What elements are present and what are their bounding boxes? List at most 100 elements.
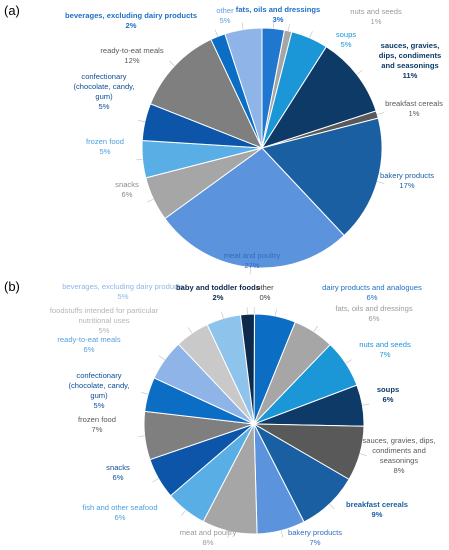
slice-label-line: 6%: [367, 293, 378, 302]
slice-label-other: other 5%: [216, 6, 234, 25]
leader-line-bakery-products: [280, 530, 284, 538]
slice-label-line: other: [216, 6, 234, 15]
pie-chart-b: [143, 313, 365, 535]
pie-chart-a: [141, 27, 383, 269]
slice-label-line: beverages, excluding dairy products: [65, 11, 197, 20]
slice-bakery-products: [261, 117, 383, 237]
slice-label-line: ready-to-eat meals: [100, 46, 164, 55]
slice-label-line: ready-to-eat meals: [57, 335, 121, 344]
slice-label-line: 9%: [372, 510, 383, 519]
slice-label-line: 6%: [113, 473, 124, 482]
leader-line-ready-to-eat-meals: [169, 60, 175, 67]
leader-line-other: [241, 22, 244, 30]
slice-label-line: 5%: [94, 401, 105, 410]
slice-label-confectionary-chocolate-candy-gum: confectionary (chocolate, candy, gum) 5%: [68, 371, 129, 410]
leader-line-fats-oils-and-dressings: [273, 21, 275, 29]
slice-label-soups: soups 5%: [336, 30, 356, 49]
slice-label-line: 1%: [371, 17, 382, 26]
slice-label-bakery-products: bakery products 17%: [380, 171, 434, 190]
slice-label-line: 1%: [409, 109, 420, 118]
slice-label-line: condiments and: [372, 446, 426, 455]
slice-label-line: fish and other seafood: [82, 503, 157, 512]
slice-label-line: nuts and seeds: [359, 340, 411, 349]
leader-line-sauces-gravies-dips-condiments-and-seasonings: [359, 453, 367, 456]
slice-label-line: breakfast cereals: [385, 99, 443, 108]
slice-label-line: foodstuffs intended for particular: [50, 306, 159, 315]
slice-label-line: 0%: [260, 293, 271, 302]
slice-label-meat-and-poultry: meat and poultry 8%: [180, 528, 237, 547]
leader-line-ready-to-eat-meals: [158, 355, 165, 361]
slice-label-line: confectionary: [76, 371, 121, 380]
leader-line-nuts-and-seeds: [287, 24, 290, 31]
slice-label-line: gum): [95, 92, 113, 101]
slice-label-breakfast-cereals: breakfast cereals 9%: [346, 500, 408, 519]
slice-label-line: 6%: [122, 190, 133, 199]
slice-label-line: nutritional uses: [78, 316, 129, 325]
slice-label-line: 6%: [84, 345, 95, 354]
slice-label-line: 5%: [118, 292, 129, 301]
slice-label-dairy-products-and-analogues: dairy products and analogues 6%: [322, 283, 422, 302]
panel-label-a: (a): [4, 3, 20, 18]
slice-label-line: breakfast cereals: [346, 500, 408, 509]
slice-label-confectionary-chocolate-candy-gum: confectionary (chocolate, candy, gum) 5%: [73, 72, 134, 111]
leader-line-fats-oils-and-dressings: [313, 325, 318, 332]
slice-label-line: meat and poultry: [224, 251, 281, 260]
slice-label-ready-to-eat-meals: ready-to-eat meals 6%: [57, 335, 121, 354]
slice-label-foodstuffs-intended-for-particular-nutritional-uses: foodstuffs intended for particular nutrit…: [50, 306, 159, 335]
leader-line-snacks: [146, 198, 154, 203]
leader-line-frozen-food: [137, 435, 145, 437]
slice-label-line: 5%: [99, 326, 110, 335]
slice-label-meat-and-poultry: meat and poultry 27%: [224, 251, 281, 270]
slice-label-line: 2%: [126, 21, 137, 30]
leader-line-confectionary-chocolate-candy-gum: [141, 392, 149, 395]
leader-line-soups: [309, 31, 313, 39]
slice-label-line: confectionary: [81, 72, 126, 81]
leader-line-meat-and-poultry: [227, 531, 230, 539]
leader-line-fish-and-other-seafood: [181, 510, 186, 516]
slice-label-line: 3%: [273, 15, 284, 24]
slice-label-line: gum): [90, 391, 108, 400]
slice-label-line: dairy products and analogues: [322, 283, 422, 292]
slice-label-line: seasonings: [380, 456, 419, 465]
slice-label-bakery-products: bakery products 7%: [288, 528, 342, 547]
slice-label-sauces-gravies-dips-condiments-and-seasonings: sauces, gravies, dips, condiments and seas…: [362, 436, 435, 475]
slice-label-line: 8%: [394, 466, 405, 475]
leader-line-confectionary-chocolate-candy-gum: [138, 120, 145, 123]
slice-meat-and-poultry: [164, 147, 345, 269]
leader-line-frozen-food: [135, 159, 143, 161]
slice-label-line: snacks: [115, 180, 139, 189]
leader-line-beverages-excluding-dairy-products: [221, 311, 224, 319]
slice-label-line: meat and poultry: [180, 528, 237, 537]
slice-label-beverages-excluding-dairy-products: beverages, excluding dairy products 2%: [65, 11, 197, 30]
pie-labels-b: other 0%dairy products and analogues 6%fat…: [50, 282, 436, 547]
slice-label-line: sauces, gravies, dips,: [362, 436, 435, 445]
slice-label-line: soups: [377, 385, 399, 394]
slice-label-breakfast-cereals: breakfast cereals 1%: [385, 99, 443, 118]
pie-labels-a: fats, oils and dressings 3% nuts and seeds…: [65, 5, 443, 275]
slice-label-line: 27%: [244, 261, 259, 270]
slice-label-soups: soups 6%: [377, 385, 399, 404]
slice-label-fish-and-other-seafood: fish and other seafood 6%: [82, 503, 157, 522]
slice-label-other: other 0%: [256, 283, 274, 302]
slice-label-line: and seasonings: [381, 61, 438, 70]
slice-label-line: fats, oils and dressings: [236, 5, 320, 14]
leader-line-bakery-products: [377, 181, 385, 184]
slice-label-line: soups: [336, 30, 356, 39]
slice-label-line: 5%: [100, 147, 111, 156]
slice-label-line: 6%: [383, 395, 394, 404]
slice-label-baby-and-toddler-foods: baby and toddler foods 2%: [176, 283, 260, 302]
slice-label-line: 7%: [310, 538, 321, 547]
slice-label-nuts-and-seeds: nuts and seeds 7%: [359, 340, 411, 359]
leader-line-beverages-excluding-dairy-products: [214, 29, 219, 37]
leader-line-dairy-products-and-analogues: [274, 309, 277, 317]
slice-label-beverages-excluding-dairy-products: beverages, excluding dairy products 5%: [62, 282, 184, 301]
slice-label-frozen-food: frozen food 5%: [86, 137, 124, 156]
slice-label-line: (chocolate, candy,: [73, 82, 134, 91]
slice-label-line: 6%: [115, 513, 126, 522]
slice-label-line: nuts and seeds: [350, 7, 402, 16]
leader-line-foodstuffs-intended-for-particular-nutritional-uses: [187, 327, 193, 334]
slice-label-line: 6%: [369, 314, 380, 323]
leader-line-breakfast-cereals: [329, 503, 335, 510]
slice-label-line: fats, oils and dressings: [335, 304, 412, 313]
